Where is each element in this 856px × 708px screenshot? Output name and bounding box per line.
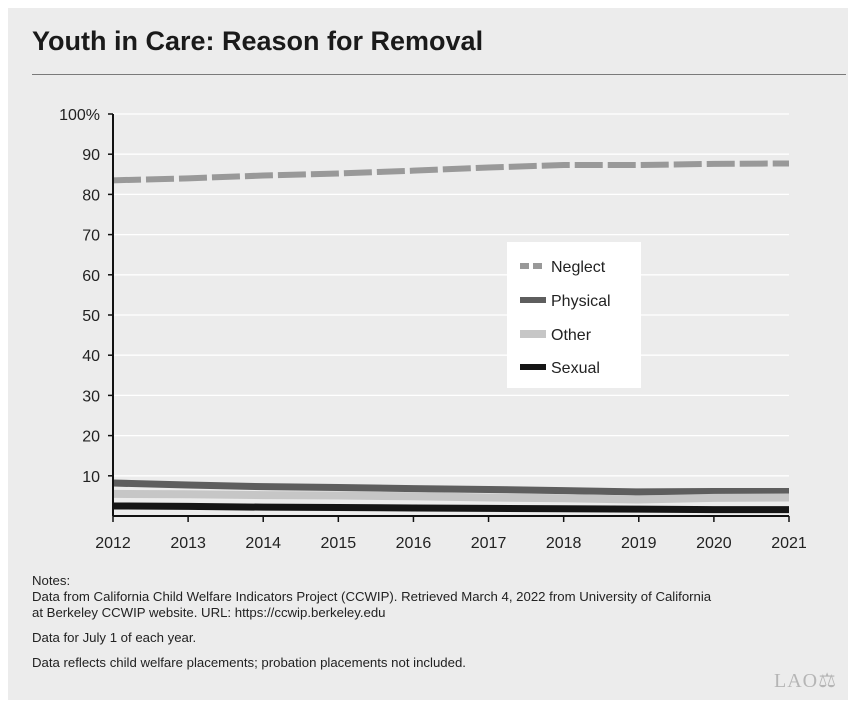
x-tick-label-2020: 2020	[696, 535, 732, 552]
x-tick-label-2014: 2014	[245, 535, 281, 552]
legend-label-neglect: Neglect	[551, 259, 606, 276]
legend-box	[507, 242, 641, 388]
y-tick-label-60: 60	[82, 268, 100, 285]
x-tick-label-2019: 2019	[621, 535, 657, 552]
x-tick-label-2016: 2016	[396, 535, 432, 552]
chart-title: Youth in Care: Reason for Removal	[32, 26, 484, 56]
y-tick-label-70: 70	[82, 228, 100, 245]
x-tick-label-2012: 2012	[95, 535, 131, 552]
series-line-neglect	[112, 160, 790, 184]
x-tick-label-2017: 2017	[471, 535, 507, 552]
y-tick-label-80: 80	[82, 187, 100, 204]
x-tick-label-2013: 2013	[170, 535, 206, 552]
series-line-other	[112, 489, 790, 504]
lao-logo-text: LAO	[774, 670, 819, 692]
chart-card: Youth in Care: Reason for Removal Notes:…	[8, 8, 848, 700]
notes: Notes: Data from California Child Welfar…	[32, 573, 832, 671]
y-tick-label-90: 90	[82, 147, 100, 164]
notes-heading: Notes:	[32, 573, 71, 588]
y-tick-label-30: 30	[82, 388, 100, 405]
y-tick-label-50: 50	[82, 308, 100, 325]
notes-scope: Data reflects child welfare placements; …	[32, 655, 466, 670]
notes-date: Data for July 1 of each year.	[32, 630, 197, 645]
y-tick-label-20: 20	[82, 429, 100, 446]
y-tick-label-100: 100%	[59, 107, 100, 124]
legend-label-physical: Physical	[551, 293, 611, 310]
notes-source-line-2: at Berkeley CCWIP website. URL: https://…	[32, 605, 386, 620]
lao-logo-icon: ⚖	[818, 670, 838, 692]
legend-label-sexual: Sexual	[551, 360, 600, 377]
title-divider	[32, 74, 846, 75]
notes-source-line-1: Data from California Child Welfare Indic…	[32, 589, 712, 604]
series-line-sexual	[112, 502, 789, 514]
x-tick-label-2018: 2018	[546, 535, 582, 552]
x-tick-label-2021: 2021	[771, 535, 807, 552]
y-tick-label-10: 10	[82, 469, 100, 486]
legend-label-other: Other	[551, 327, 592, 344]
x-tick-label-2015: 2015	[321, 535, 357, 552]
y-tick-label-40: 40	[82, 348, 100, 365]
series-line-physical	[112, 479, 789, 496]
lao-logo: LAO⚖	[774, 668, 837, 693]
